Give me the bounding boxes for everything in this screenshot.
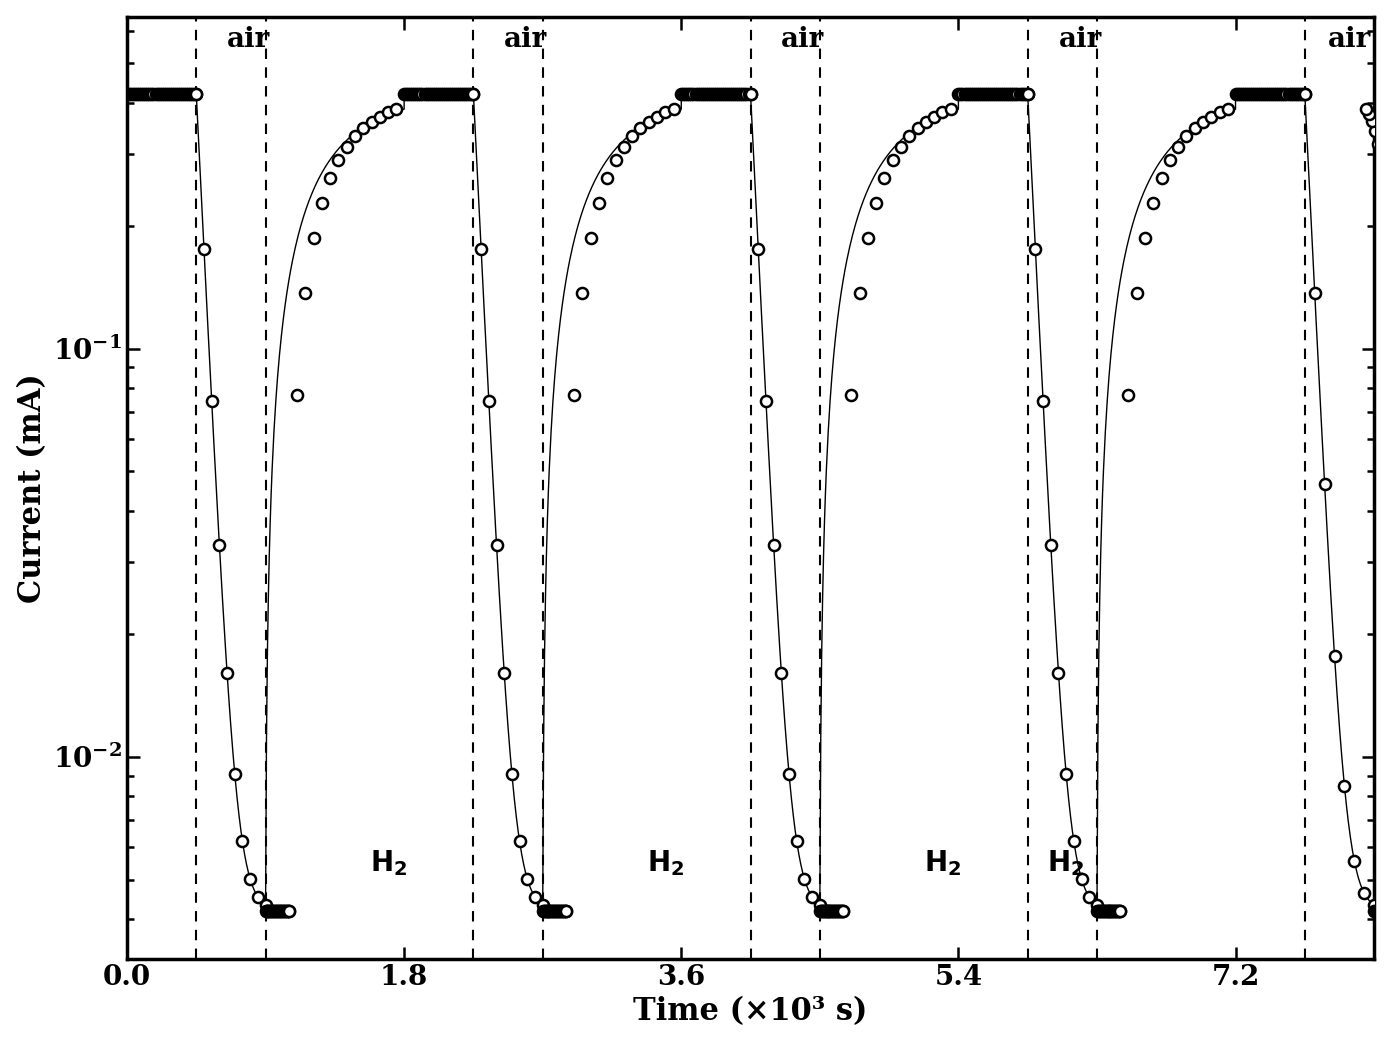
Text: $\mathbf{H_2}$: $\mathbf{H_2}$ (369, 848, 407, 878)
Text: $\mathbf{H_2}$: $\mathbf{H_2}$ (647, 848, 684, 878)
Text: $\mathbf{H_2}$: $\mathbf{H_2}$ (924, 848, 962, 878)
Text: air: air (1058, 26, 1101, 53)
Text: air: air (505, 26, 548, 53)
Text: air: air (1328, 26, 1372, 53)
X-axis label: Time (×10³ s): Time (×10³ s) (633, 996, 867, 1027)
Text: air: air (227, 26, 270, 53)
Text: $\mathbf{H_2}$: $\mathbf{H_2}$ (1047, 848, 1085, 878)
Y-axis label: Current (mA): Current (mA) (17, 373, 47, 602)
Text: air: air (781, 26, 825, 53)
